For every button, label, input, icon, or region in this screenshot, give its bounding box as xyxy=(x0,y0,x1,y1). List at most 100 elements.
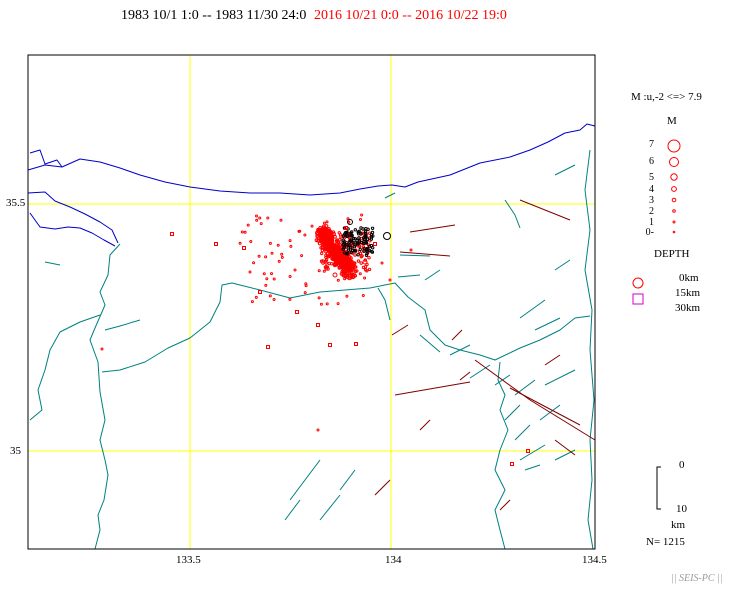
epicenter-recent xyxy=(330,247,334,251)
mag-level-2: 2 xyxy=(649,206,654,217)
epicenter-recent xyxy=(259,222,263,226)
epicenter-recent xyxy=(361,265,366,270)
mag-level-0: 0- xyxy=(645,227,654,238)
epicenter-past xyxy=(362,247,367,251)
red-fault-14 xyxy=(499,499,511,511)
mag-legend-symbol-5 xyxy=(670,173,678,181)
epicenter-recent xyxy=(243,230,247,234)
lat-label-35-5: 35.5 xyxy=(6,197,26,209)
epicenter-recent xyxy=(331,230,336,234)
teal-fault-14 xyxy=(504,404,521,421)
epicenter-recent xyxy=(338,238,342,242)
epicenter-recent xyxy=(328,231,332,235)
epicenter-recent xyxy=(257,254,261,258)
epicenter-past xyxy=(349,231,353,235)
epicenter-recent xyxy=(264,283,268,287)
epicenter-recent xyxy=(332,250,336,254)
epicenter-recent xyxy=(319,302,323,306)
epicenter-recent xyxy=(354,265,358,269)
epicenter-recent xyxy=(330,262,334,266)
epicenter-recent xyxy=(288,275,292,278)
epicenter-recent xyxy=(252,261,256,265)
epicenter-recent xyxy=(280,252,284,256)
epicenter-recent xyxy=(325,220,329,224)
epicenter-recent xyxy=(320,242,324,246)
boundary-segment-3 xyxy=(504,199,521,229)
epicenter-deep xyxy=(242,246,246,250)
epicenter-recent xyxy=(238,241,242,245)
epicenter-recent xyxy=(336,251,340,255)
epicenter-past xyxy=(347,240,351,244)
epicenter-recent xyxy=(353,253,357,257)
depth-level-30: 30km xyxy=(675,302,701,314)
lon-label-134: 134 xyxy=(385,554,402,566)
epicenter-recent xyxy=(343,257,347,261)
prefecture-boundaries xyxy=(29,149,595,550)
epicenter-recent xyxy=(335,246,339,250)
epicenter-recent xyxy=(358,272,362,276)
epicenter-recent xyxy=(353,261,357,265)
red-fault-15 xyxy=(554,439,576,456)
epicenter-recent xyxy=(272,277,276,281)
epicenter-past xyxy=(367,244,372,249)
coastline-main xyxy=(29,123,596,196)
epicenter-recent-large xyxy=(342,262,348,268)
epicenter-recent xyxy=(351,264,355,268)
red-fault-6 xyxy=(544,354,561,366)
epicenter-past xyxy=(359,240,364,245)
epicenter-recent xyxy=(249,240,253,243)
epicenter-past xyxy=(365,251,369,256)
epicenter-deep xyxy=(344,226,348,230)
epicenter-recent xyxy=(303,291,307,295)
epicenter-recent xyxy=(322,233,327,237)
boundary-southwest xyxy=(29,314,101,421)
epicenter-recent xyxy=(332,257,337,262)
coastline-peninsula xyxy=(27,164,63,171)
epicenter-recent xyxy=(324,261,328,265)
epicenter-recent xyxy=(266,216,270,220)
epicenter-recent xyxy=(346,276,350,280)
epicenter-deep xyxy=(258,290,262,294)
magnitude-legend-header: M xyxy=(667,115,677,127)
epicenter-recent xyxy=(359,261,363,265)
epicenter-recent xyxy=(355,269,359,273)
epicenter-recent xyxy=(356,259,361,263)
epicenter-past xyxy=(349,238,354,242)
boundary-segment-2 xyxy=(44,261,61,266)
teal-fault-22 xyxy=(554,449,576,461)
red-fault-10 xyxy=(509,387,581,426)
coastline xyxy=(27,123,596,247)
epicenter-recent xyxy=(335,254,339,258)
epicenter-past-large xyxy=(383,232,391,240)
epicenter-recent xyxy=(250,300,254,304)
epicenter-past xyxy=(371,246,375,250)
teal-fault-8 xyxy=(449,344,471,356)
coastline-lagoon-south xyxy=(29,212,116,247)
epicenter-recent xyxy=(320,251,324,256)
epicenter-past xyxy=(356,232,361,236)
boundary-spur xyxy=(377,287,391,321)
teal-fault-16 xyxy=(519,444,546,461)
mag-level-7: 7 xyxy=(649,139,654,150)
epicenter-deep xyxy=(170,232,174,236)
epicenter-deep xyxy=(373,242,377,246)
epicenter-recent xyxy=(240,230,244,234)
epicenter-recent xyxy=(367,267,372,272)
epicenter-recent xyxy=(258,216,262,220)
mag-level-6: 6 xyxy=(649,156,654,167)
epicenter-recent xyxy=(100,347,104,351)
teal-fault-12 xyxy=(544,369,576,386)
epicenter-recent xyxy=(297,229,301,233)
coastline-lagoon-north xyxy=(27,191,119,244)
epicenter-past xyxy=(370,226,375,231)
epicenter-recent xyxy=(276,243,280,247)
epicenter-recent xyxy=(335,255,340,260)
active-faults xyxy=(284,164,596,521)
epicenter-recent xyxy=(380,261,384,265)
red-fault-12 xyxy=(419,419,431,431)
epicenter-recent xyxy=(336,278,340,282)
teal-fault-19 xyxy=(339,469,356,491)
epicenter-past xyxy=(364,253,369,258)
legend-symbols xyxy=(632,139,681,510)
